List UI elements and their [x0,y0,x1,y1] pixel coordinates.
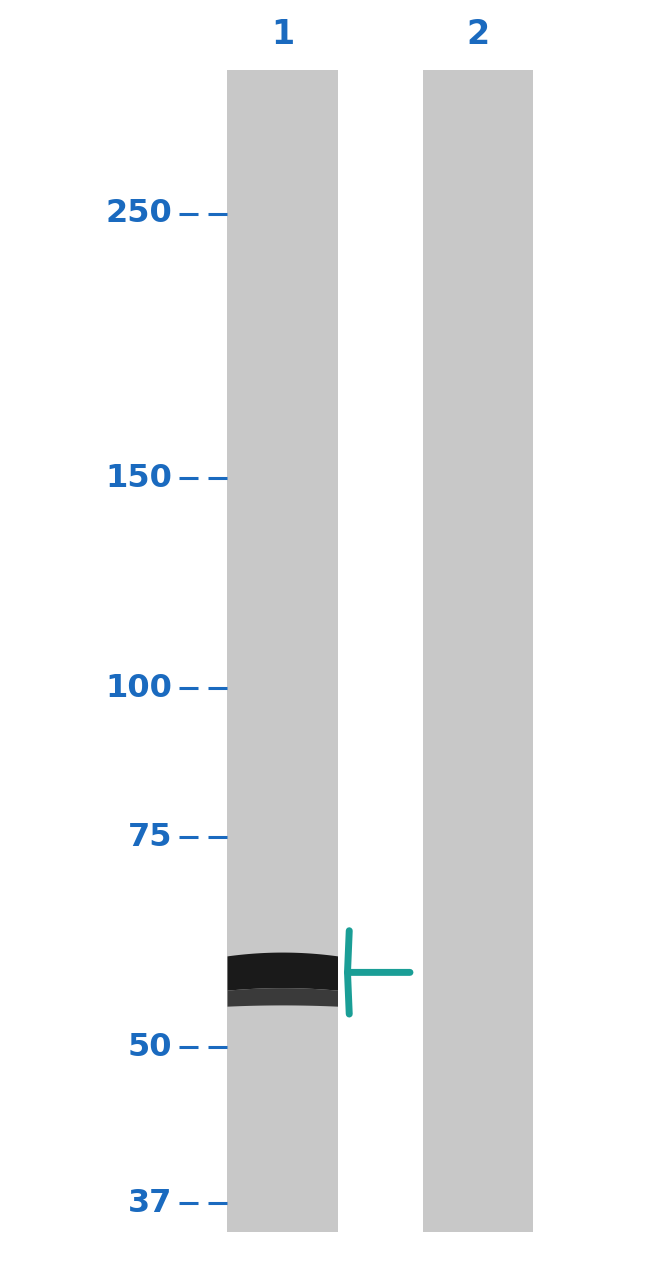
Polygon shape [227,952,338,991]
Text: 1: 1 [271,18,294,51]
Text: 50: 50 [128,1031,172,1063]
Text: 2: 2 [466,18,489,51]
Text: 37: 37 [128,1187,172,1218]
Text: 250: 250 [105,198,172,229]
Bar [227,70,338,1232]
Bar [422,70,533,1232]
Text: 100: 100 [105,673,172,704]
Polygon shape [227,988,338,1007]
Text: 150: 150 [105,462,172,494]
Text: 75: 75 [128,822,172,852]
